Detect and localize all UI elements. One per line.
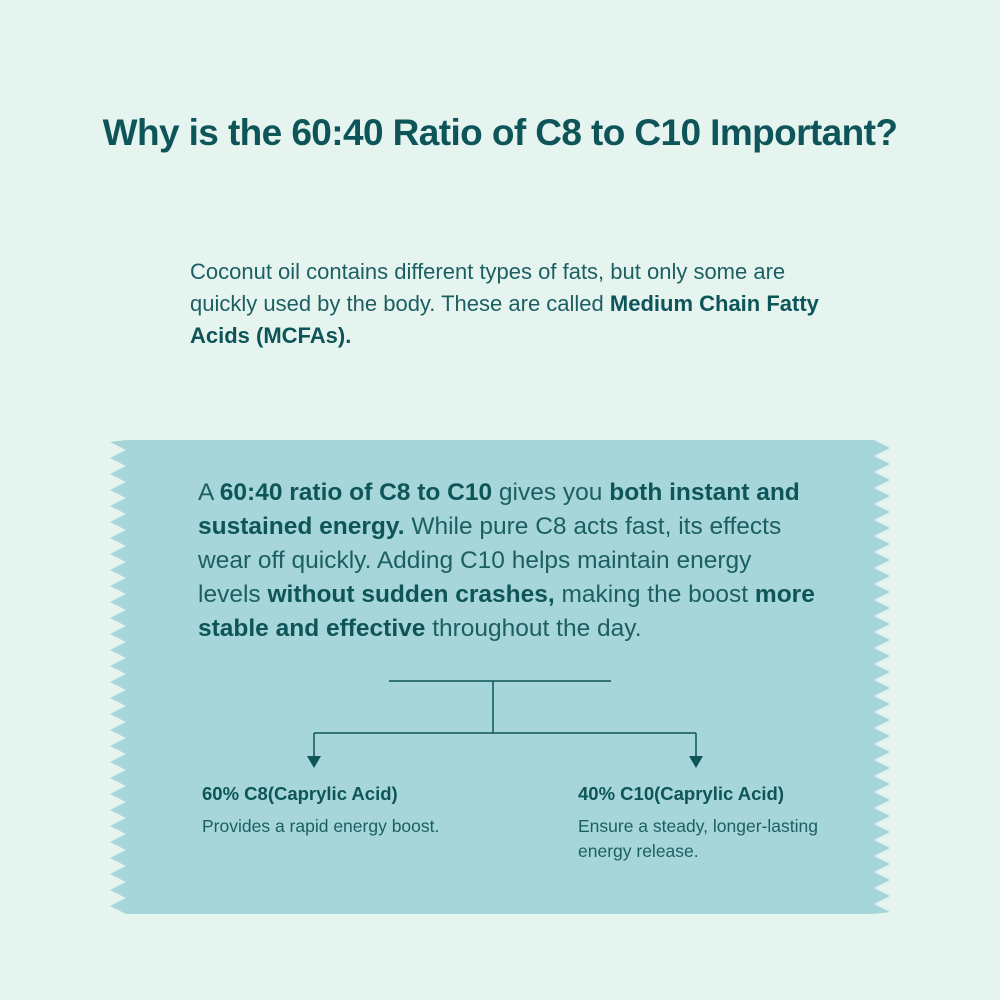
callout-text-5: throughout the day. (425, 615, 642, 642)
intro-paragraph: Coconut oil contains different types of … (190, 256, 840, 352)
c10-heading: 40% C10(Caprylic Acid) (578, 783, 784, 804)
callout-paragraph: A 60:40 ratio of C8 to C10 gives you bot… (198, 476, 818, 646)
down-arrow-icon (307, 756, 321, 768)
callout-text-2: gives you (492, 479, 610, 506)
intro-bold-text: Medium Chain Fatty Acids (MCFAs). (190, 291, 819, 348)
c10-description: Ensure a steady, longer-lasting energy r… (578, 816, 818, 861)
down-arrow-icon (689, 756, 703, 768)
c8-description: Provides a rapid energy boost. (202, 816, 440, 836)
callout-text-3: While pure C8 acts fast, its effects wea… (198, 513, 782, 608)
callout-bold-crashes: without sudden crashes, (267, 581, 555, 608)
intro-text: Coconut oil contains different types of … (190, 259, 786, 316)
callout-bold-stable: more stable and effective (198, 581, 815, 642)
callout-bold-energy: both instant and sustained energy. (198, 479, 800, 540)
callout-bold-ratio: 60:40 ratio of C8 to C10 (219, 479, 493, 506)
callout-text-4: making the boost (554, 581, 755, 608)
callout-text-1: A (198, 479, 220, 506)
c8-heading: 60% C8(Caprylic Acid) (202, 783, 398, 804)
page-title: Why is the 60:40 Ratio of C8 to C10 Impo… (102, 112, 898, 153)
